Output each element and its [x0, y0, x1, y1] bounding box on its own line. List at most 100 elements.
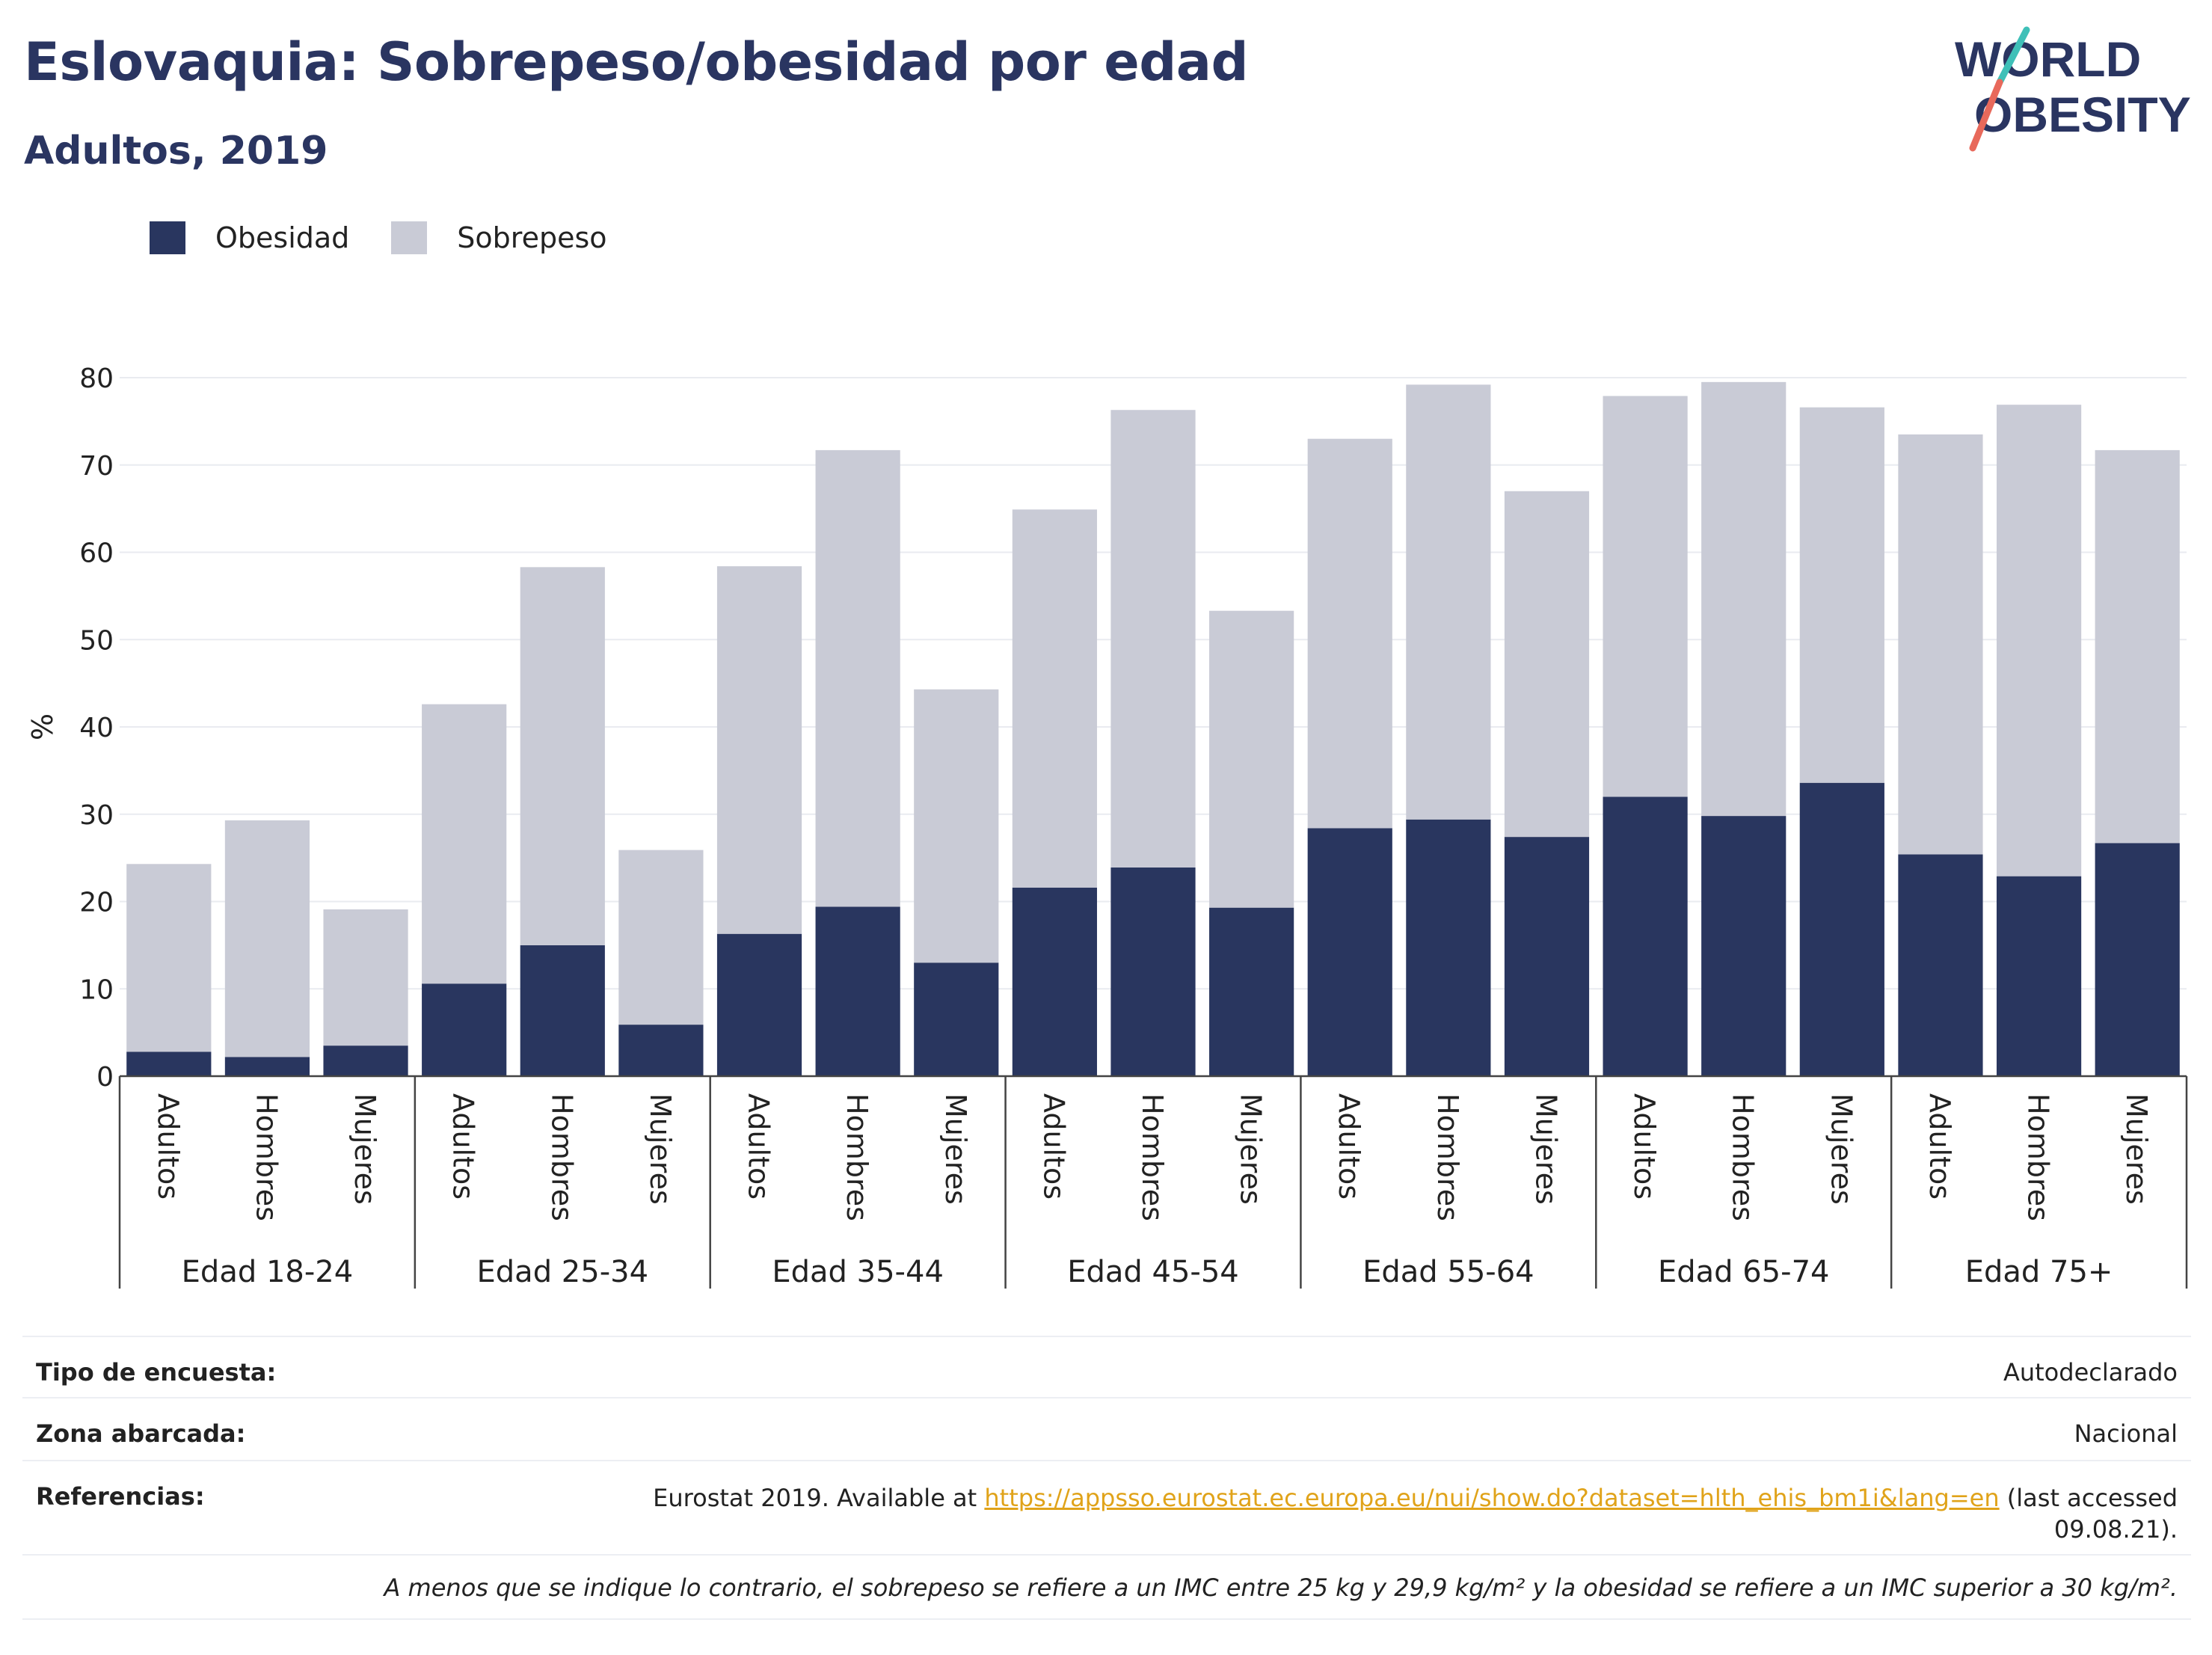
bar-sobrepeso: [914, 689, 999, 963]
bar-sobrepeso: [716, 566, 802, 934]
bar-sobrepeso: [1110, 410, 1196, 868]
area-value: Nacional: [2074, 1419, 2178, 1448]
bar-sobrepeso: [422, 704, 507, 984]
bar-obesidad: [1406, 819, 1491, 1076]
x-group-label: Edad 45-54: [1067, 1255, 1239, 1289]
legend-item-obesity: Obesidad: [150, 221, 349, 254]
bar-sobrepeso: [1996, 405, 2082, 876]
bar-sobrepeso: [1898, 434, 1983, 855]
x-subcategory-label: Hombres: [1727, 1093, 1760, 1221]
y-tick-label: 20: [79, 888, 114, 918]
bar-obesidad: [1996, 876, 2082, 1076]
info-row-footnote: A menos que se indique lo contrario, el …: [22, 1554, 2191, 1620]
refs-label: Referencias:: [36, 1482, 205, 1511]
bar-sobrepeso: [1307, 438, 1392, 829]
bar-obesidad: [1701, 816, 1787, 1076]
y-tick-label: 40: [79, 713, 114, 743]
x-subcategory-label: Mujeres: [348, 1093, 381, 1205]
x-subcategory-label: Mujeres: [2120, 1093, 2153, 1205]
x-subcategory-label: Adultos: [447, 1093, 480, 1200]
x-subcategory-label: Hombres: [545, 1093, 578, 1221]
bar-obesidad: [224, 1057, 310, 1076]
legend-swatch-obesity: [150, 221, 185, 254]
chart-title: Eslovaquia: Sobrepeso/obesidad por edad: [24, 31, 1249, 93]
bar-sobrepeso: [1406, 384, 1491, 820]
logo-line2: OBESITY: [1974, 87, 2191, 142]
bar-obesidad: [2095, 843, 2180, 1076]
x-subcategory-label: Hombres: [1431, 1093, 1464, 1221]
bar-obesidad: [1799, 782, 1884, 1076]
footnote: A menos que se indique lo contrario, el …: [384, 1573, 2178, 1602]
bar-obesidad: [323, 1045, 408, 1076]
refs-line1: Eurostat 2019. Available at https://apps…: [653, 1482, 2178, 1514]
y-tick-label: 70: [79, 451, 114, 482]
y-axis-label: %: [26, 713, 59, 740]
x-subcategory-label: Adultos: [1923, 1093, 1956, 1200]
survey-label: Tipo de encuesta:: [36, 1358, 277, 1387]
y-tick-label: 60: [79, 538, 114, 569]
bar-sobrepeso: [1504, 491, 1590, 838]
bar-obesidad: [126, 1051, 212, 1076]
bar-obesidad: [1209, 907, 1294, 1076]
x-subcategory-label: Adultos: [152, 1093, 185, 1200]
info-table: Tipo de encuesta: Autodeclarado Zona aba…: [22, 1336, 2191, 1620]
bar-sobrepeso: [815, 449, 900, 907]
refs-link[interactable]: https://appsso.eurostat.ec.europa.eu/nui…: [984, 1484, 2000, 1512]
info-row-survey: Tipo de encuesta: Autodeclarado: [22, 1336, 2191, 1398]
x-subcategory-label: Adultos: [1628, 1093, 1661, 1200]
world-obesity-logo: WORLD OBESITY: [1955, 26, 2191, 152]
y-tick-label: 10: [79, 974, 114, 1005]
x-group-label: Edad 25-34: [477, 1255, 649, 1289]
logo-line1: WORLD: [1955, 31, 2141, 87]
bar-sobrepeso: [1209, 610, 1294, 908]
bar-sobrepeso: [1701, 381, 1787, 817]
bar-obesidad: [1504, 837, 1590, 1076]
bar-obesidad: [716, 933, 802, 1076]
bar-sobrepeso: [1012, 509, 1097, 888]
bar-sobrepeso: [2095, 449, 2180, 844]
x-subcategory-label: Adultos: [1037, 1093, 1070, 1200]
bar-sobrepeso: [618, 850, 704, 1025]
legend-item-overweight: Sobrepeso: [391, 221, 607, 254]
bar-obesidad: [1898, 854, 1983, 1076]
x-group-label: Edad 35-44: [772, 1255, 944, 1289]
bar-chart: 0 10 20 30 40 50 60 70 80% Adultos Hombres Mujeres A…: [26, 363, 2188, 1289]
x-subcategory-label: Mujeres: [1235, 1093, 1268, 1205]
bar-sobrepeso: [1603, 396, 1688, 797]
y-tick-label: 30: [79, 800, 114, 831]
bar-obesidad: [914, 962, 999, 1076]
refs-value: Eurostat 2019. Available at https://apps…: [653, 1482, 2178, 1545]
x-subcategory-label: Adultos: [743, 1093, 775, 1200]
area-label: Zona abarcada:: [36, 1419, 246, 1448]
bar-obesidad: [1603, 796, 1688, 1076]
x-subcategory-label: Mujeres: [644, 1093, 677, 1205]
x-group-label: Edad 65-74: [1658, 1255, 1830, 1289]
bar-obesidad: [618, 1025, 704, 1076]
x-subcategory-label: Mujeres: [1529, 1093, 1562, 1205]
x-group-label: Edad 18-24: [182, 1255, 354, 1289]
bar-obesidad: [1307, 828, 1392, 1076]
bar-obesidad: [815, 906, 900, 1076]
info-row-area: Zona abarcada: Nacional: [22, 1397, 2191, 1461]
x-subcategory-label: Hombres: [1136, 1093, 1169, 1221]
info-row-references: Referencias: Eurostat 2019. Available at…: [22, 1460, 2191, 1556]
bar-sobrepeso: [126, 864, 212, 1052]
legend-label-obesity: Obesidad: [215, 221, 350, 254]
bar-sobrepeso: [224, 820, 310, 1057]
chart-subtitle: Adultos, 2019: [24, 129, 328, 174]
legend-label-overweight: Sobrepeso: [457, 221, 607, 254]
x-subcategory-label: Hombres: [2022, 1093, 2055, 1221]
y-tick-label: 50: [79, 625, 114, 656]
bar-obesidad: [520, 945, 605, 1076]
bar-sobrepeso: [323, 909, 408, 1046]
x-subcategory-label: Mujeres: [1825, 1093, 1858, 1205]
y-tick-label: 0: [96, 1062, 114, 1093]
survey-value: Autodeclarado: [2003, 1358, 2178, 1387]
x-group-label: Edad 55-64: [1362, 1255, 1534, 1289]
x-subcategory-label: Hombres: [841, 1093, 873, 1221]
x-subcategory-label: Hombres: [250, 1093, 283, 1221]
bar-obesidad: [1110, 867, 1196, 1076]
bar-sobrepeso: [1799, 407, 1884, 783]
x-group-label: Edad 75+: [1965, 1255, 2113, 1289]
bar-obesidad: [1012, 887, 1097, 1076]
